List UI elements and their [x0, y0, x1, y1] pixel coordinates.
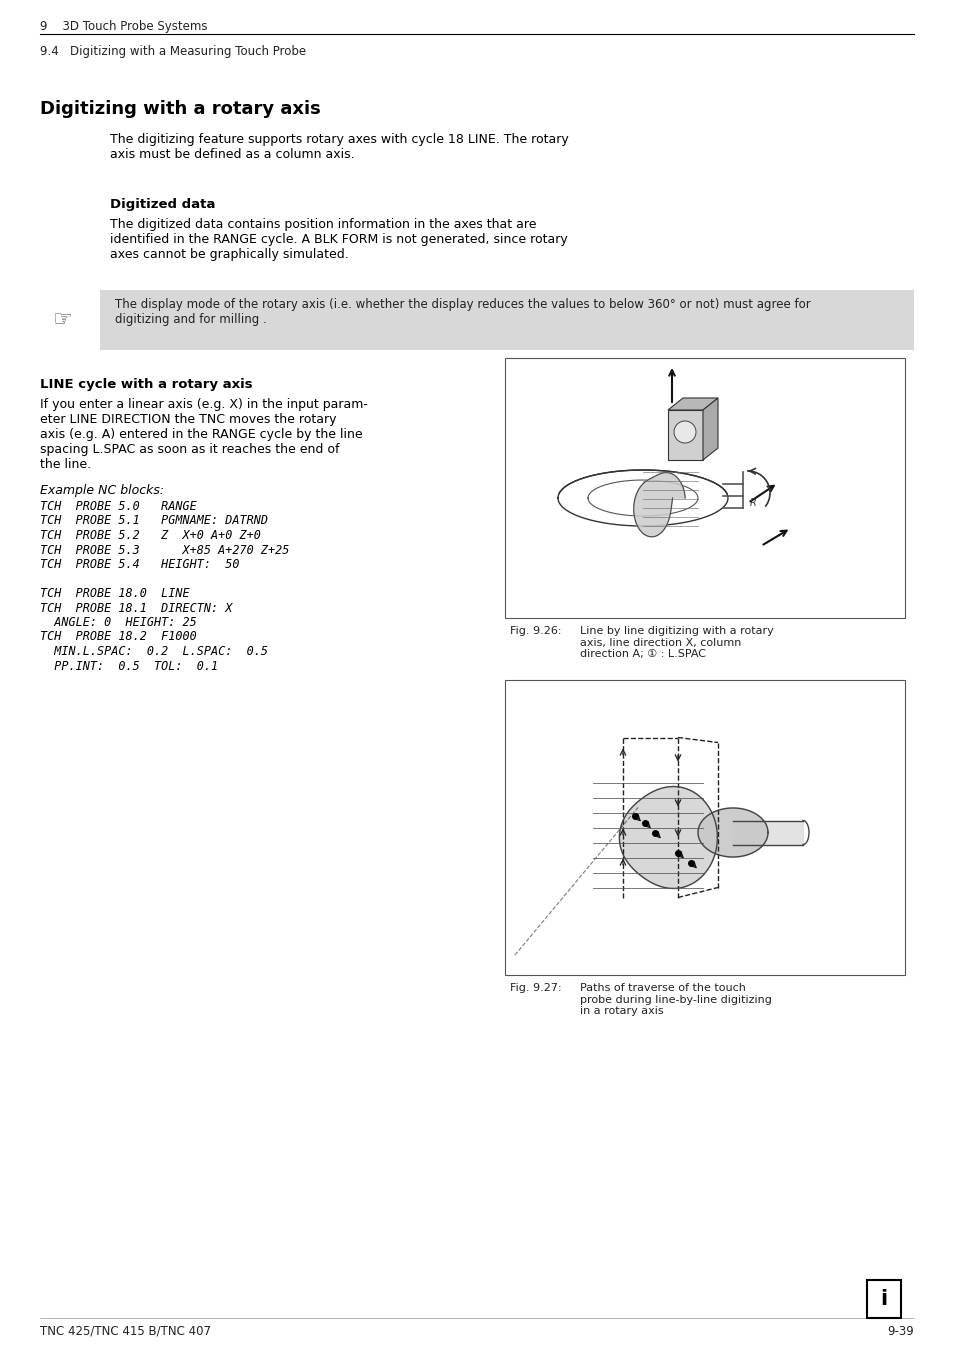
Text: Example NC blocks:: Example NC blocks:	[40, 484, 164, 497]
Text: If you enter a linear axis (e.g. X) in the input param-
eter LINE DIRECTION the : If you enter a linear axis (e.g. X) in t…	[40, 399, 368, 471]
Polygon shape	[667, 399, 718, 409]
Circle shape	[673, 422, 696, 443]
Text: Digitizing with a rotary axis: Digitizing with a rotary axis	[40, 100, 320, 118]
Text: TCH  PROBE 18.0  LINE: TCH PROBE 18.0 LINE	[40, 586, 190, 600]
Text: TCH  PROBE 5.1   PGMNAME: DATRND: TCH PROBE 5.1 PGMNAME: DATRND	[40, 515, 268, 527]
Text: TCH  PROBE 5.4   HEIGHT:  50: TCH PROBE 5.4 HEIGHT: 50	[40, 558, 239, 571]
Text: ANGLE: 0  HEIGHT: 25: ANGLE: 0 HEIGHT: 25	[40, 616, 196, 630]
Polygon shape	[702, 399, 718, 459]
Bar	[504, 358, 904, 617]
Text: The digitized data contains position information in the axes that are
identified: The digitized data contains position inf…	[110, 218, 567, 261]
Text: TNC 425/TNC 415 B/TNC 407: TNC 425/TNC 415 B/TNC 407	[40, 1325, 211, 1337]
Polygon shape	[618, 786, 717, 889]
Text: 9.4   Digitizing with a Measuring Touch Probe: 9.4 Digitizing with a Measuring Touch Pr…	[40, 45, 306, 58]
Text: R: R	[749, 499, 756, 508]
Text: TCH  PROBE 5.3      X+85 A+270 Z+25: TCH PROBE 5.3 X+85 A+270 Z+25	[40, 543, 289, 557]
Text: 9-39: 9-39	[886, 1325, 913, 1337]
Text: TCH  PROBE 5.2   Z  X+0 A+0 Z+0: TCH PROBE 5.2 Z X+0 A+0 Z+0	[40, 530, 260, 542]
Text: The display mode of the rotary axis (i.e. whether the display reduces the values: The display mode of the rotary axis (i.e…	[115, 299, 810, 326]
Text: LINE cycle with a rotary axis: LINE cycle with a rotary axis	[40, 378, 253, 390]
Bar	[504, 680, 904, 975]
Polygon shape	[667, 409, 702, 459]
Text: ☞: ☞	[52, 309, 71, 330]
Text: 9    3D Touch Probe Systems: 9 3D Touch Probe Systems	[40, 20, 208, 32]
Text: TCH  PROBE 18.1  DIRECTN: X: TCH PROBE 18.1 DIRECTN: X	[40, 601, 233, 615]
Text: i: i	[880, 1289, 886, 1309]
Polygon shape	[698, 808, 767, 857]
Text: The digitizing feature supports rotary axes with cycle 18 LINE. The rotary
axis : The digitizing feature supports rotary a…	[110, 132, 568, 161]
Bar	[100, 290, 913, 350]
Bar	[866, 1279, 900, 1319]
Text: Paths of traverse of the touch
probe during line-by-line digitizing
in a rotary : Paths of traverse of the touch probe dur…	[579, 984, 771, 1016]
Text: TCH  PROBE 5.0   RANGE: TCH PROBE 5.0 RANGE	[40, 500, 196, 513]
Text: Fig. 9.27:: Fig. 9.27:	[510, 984, 561, 993]
Polygon shape	[633, 473, 684, 536]
Text: MIN.L.SPAC:  0.2  L.SPAC:  0.5: MIN.L.SPAC: 0.2 L.SPAC: 0.5	[40, 644, 268, 658]
Text: Fig. 9.26:: Fig. 9.26:	[510, 626, 561, 636]
Text: Digitized data: Digitized data	[110, 199, 215, 211]
Text: PP.INT:  0.5  TOL:  0.1: PP.INT: 0.5 TOL: 0.1	[40, 659, 218, 673]
Text: TCH  PROBE 18.2  F1000: TCH PROBE 18.2 F1000	[40, 631, 196, 643]
Text: Line by line digitizing with a rotary
axis, line direction X, column
direction A: Line by line digitizing with a rotary ax…	[579, 626, 773, 659]
